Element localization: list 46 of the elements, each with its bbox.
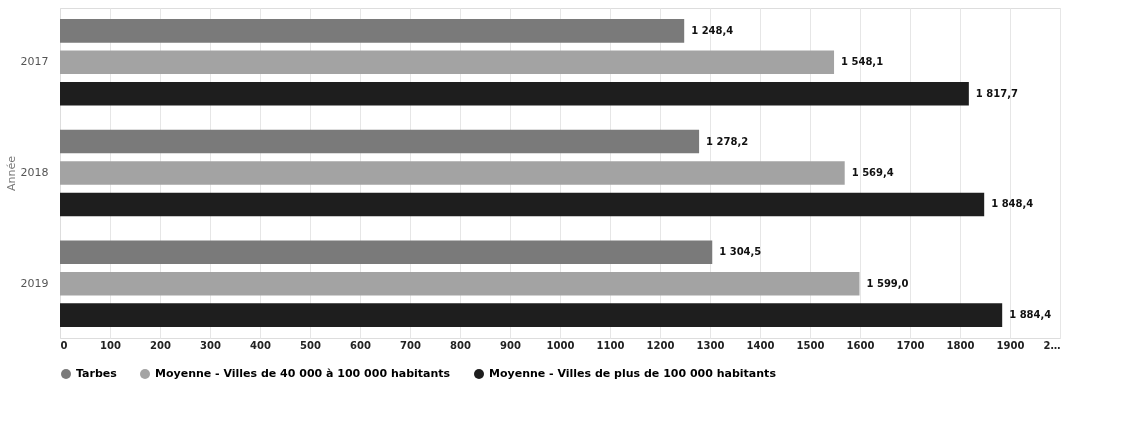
legend-label: Moyenne - Villes de plus de 100 000 habitants [489,367,777,380]
bar [60,19,685,43]
x-tick-label: 1900 [996,339,1025,351]
y-tick-label: 2019 [20,276,49,290]
x-tick-label: 700 [400,339,421,351]
y-tick-label: 2018 [20,166,49,179]
data-label: 1 278,2 [706,135,749,147]
x-tick-label: 1100 [596,339,625,351]
x-tick-label: 400 [250,339,271,351]
x-tick-label: 600 [350,339,371,351]
data-label: 1 884,4 [1009,309,1052,321]
data-label: 1 599,0 [866,277,909,289]
x-tick-label: 100 [100,339,121,351]
data-label: 1 569,4 [851,167,894,178]
data-label: 1 848,4 [991,198,1034,210]
x-tick-label: 2… [1043,339,1061,351]
bar [60,129,700,154]
bar [60,50,835,75]
bar [60,303,1003,327]
bar [60,161,845,185]
bar [60,240,713,265]
data-label: 1 548,1 [841,56,884,68]
x-tick-label: 1400 [746,339,775,351]
x-tick-label: 900 [500,339,521,351]
x-tick-label: 1000 [546,339,575,351]
data-label: 1 248,4 [691,24,734,36]
x-tick-label: 500 [300,339,321,351]
data-label: 1 304,5 [719,246,762,258]
x-tick-label: 1500 [796,339,825,351]
bar [60,81,969,106]
x-tick-label: 200 [150,339,171,351]
legend-label: Moyenne - Villes de 40 000 à 100 000 habitants [155,367,451,380]
data-label: 1 817,7 [975,87,1018,99]
x-tick-label: 0 [60,339,68,351]
legend-label: Tarbes [76,367,118,380]
x-tick-label: 1800 [946,339,975,351]
x-tick-label: 1200 [646,339,675,351]
x-tick-label: 300 [200,339,221,351]
x-tick-label: 800 [450,339,471,351]
y-tick-label: 2017 [20,55,49,69]
x-tick-label: 1700 [896,339,925,351]
bar [60,271,860,296]
x-tick-label: 1300 [696,339,725,351]
bar [60,192,985,217]
x-tick-label: 1600 [846,339,875,351]
y-axis-title: Année [4,155,18,192]
